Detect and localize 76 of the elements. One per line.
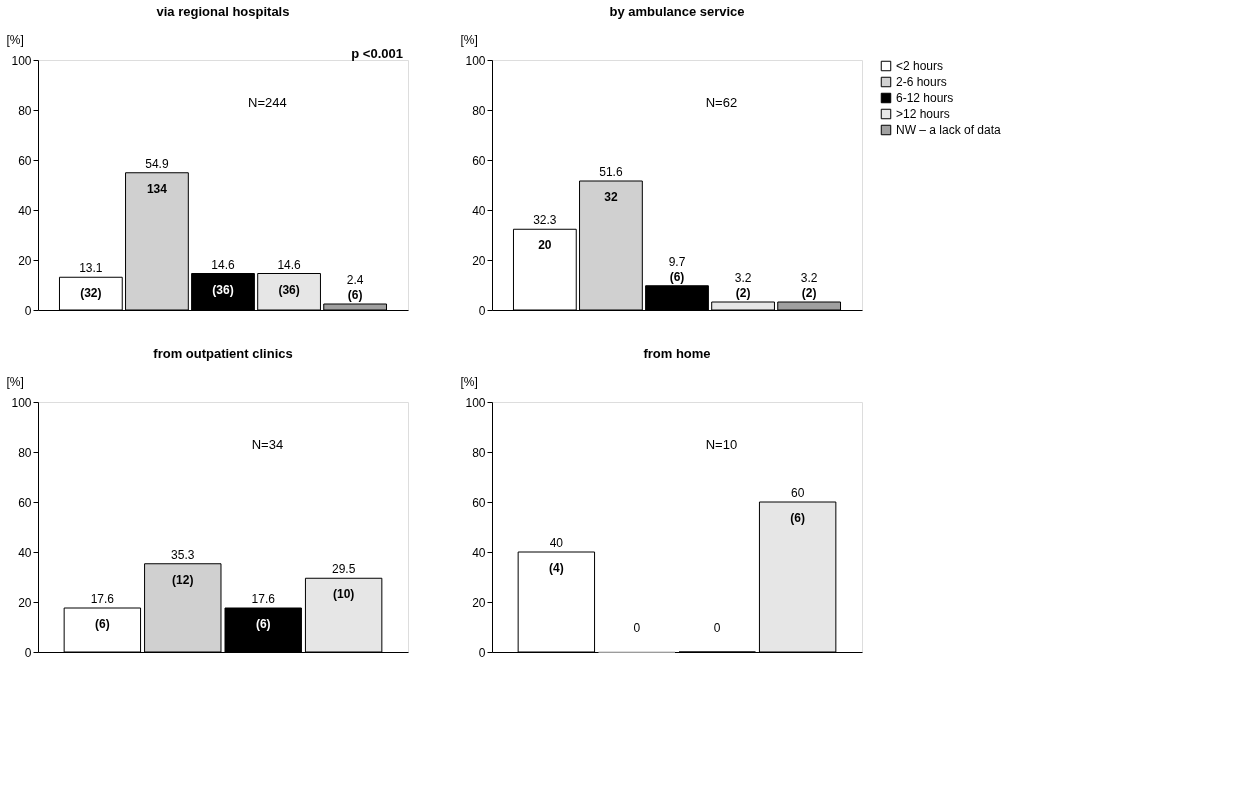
annotation: (2): [735, 286, 751, 300]
legend-label: <2 hours: [896, 59, 944, 73]
annotation: (32): [80, 286, 102, 301]
annotation: (36): [278, 282, 300, 297]
data-label: 14.6: [211, 257, 235, 272]
legend-label: 6-12 hours: [896, 91, 954, 105]
chart-title: from home: [643, 346, 711, 361]
annotation: (6): [347, 288, 363, 302]
annotation: (2): [801, 286, 817, 300]
annotation: (6): [669, 269, 685, 284]
y-tick-label: 100: [465, 395, 486, 410]
data-label: 2.4: [346, 273, 364, 287]
annotation: 32: [604, 190, 618, 204]
chart-title: from outpatient clinics: [153, 346, 293, 361]
annotation: N=244: [248, 94, 287, 110]
data-label: 35.3: [171, 547, 195, 562]
legend-label: 2-6 hours: [896, 75, 947, 89]
data-label: 3.2: [800, 271, 818, 285]
y-axis-title: [%]: [6, 374, 24, 389]
chart-title: by ambulance service: [609, 4, 745, 19]
annotation: (12): [172, 572, 194, 587]
annotation: (4): [549, 561, 564, 575]
legend-label: NW – a lack of data: [896, 123, 1002, 137]
data-label: 3.2: [734, 271, 752, 285]
y-tick-label: 0: [24, 303, 32, 318]
annotation: N=34: [251, 436, 284, 452]
annotation: (10): [332, 587, 355, 602]
annotation: (6): [95, 617, 110, 631]
annotation: (6): [255, 617, 271, 631]
annotation: (36): [212, 282, 234, 297]
data-label: 51.6: [599, 165, 623, 179]
y-tick-label: 20: [18, 595, 32, 610]
annotation: 20: [538, 238, 552, 253]
y-tick-label: 20: [472, 253, 486, 268]
data-label: 40: [549, 536, 564, 550]
y-tick-label: 80: [472, 103, 486, 118]
y-tick-label: 40: [18, 203, 32, 218]
y-tick-label: 20: [18, 253, 32, 268]
data-label: 17.6: [90, 592, 115, 606]
annotation: (6): [790, 511, 805, 525]
y-tick-label: 100: [11, 53, 32, 68]
annotation: 134: [146, 181, 168, 196]
annotation: N=10: [705, 436, 738, 452]
y-tick-label: 40: [472, 203, 486, 218]
y-tick-label: 60: [472, 495, 486, 510]
chart-title: via regional hospitals: [156, 4, 290, 19]
data-label: 60: [790, 486, 805, 500]
data-label: 9.7: [668, 254, 686, 269]
y-axis-title: [%]: [460, 32, 478, 47]
data-label: 32.3: [533, 213, 557, 228]
data-label: 0: [713, 621, 721, 635]
y-tick-label: 60: [472, 153, 486, 168]
y-tick-label: 100: [465, 53, 486, 68]
annotation: p <0.001: [351, 46, 403, 61]
y-tick-label: 0: [478, 645, 486, 660]
y-tick-label: 80: [472, 445, 486, 460]
y-axis-title: [%]: [6, 32, 24, 47]
y-axis-title: [%]: [460, 374, 478, 389]
annotation: N=62: [705, 94, 738, 110]
y-tick-label: 60: [18, 495, 32, 510]
data-label: 13.1: [79, 261, 103, 276]
y-tick-label: 40: [18, 545, 32, 560]
legend-label: >12 hours: [896, 107, 950, 121]
data-label: 29.5: [331, 562, 356, 577]
data-label: 17.6: [251, 592, 276, 606]
data-label: 14.6: [277, 257, 302, 272]
y-tick-label: 100: [11, 395, 32, 410]
y-tick-label: 60: [18, 153, 32, 168]
y-tick-label: 0: [24, 645, 32, 660]
y-tick-label: 40: [472, 545, 486, 560]
data-label: 54.9: [145, 156, 169, 171]
y-tick-label: 80: [18, 103, 32, 118]
y-tick-label: 0: [478, 303, 486, 318]
y-tick-label: 80: [18, 445, 32, 460]
y-tick-label: 20: [472, 595, 486, 610]
data-label: 0: [633, 621, 641, 635]
